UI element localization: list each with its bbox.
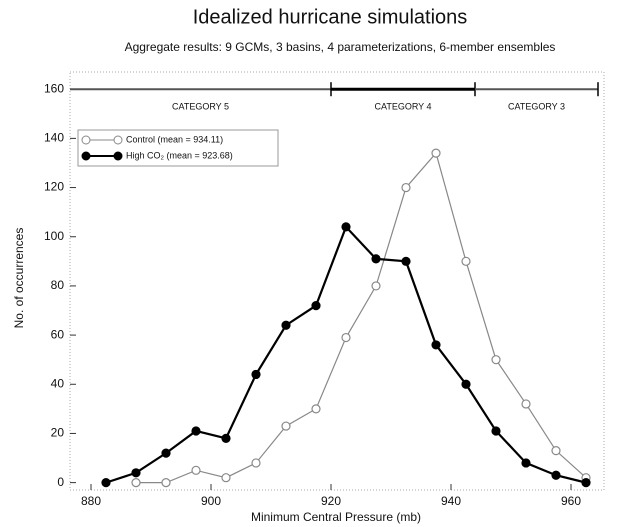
data-point bbox=[461, 379, 471, 389]
data-point bbox=[281, 320, 291, 330]
data-point bbox=[311, 300, 321, 311]
legend-label: High CO₂ (mean = 923.68) bbox=[126, 150, 233, 160]
data-point bbox=[341, 332, 351, 343]
data-point bbox=[281, 421, 291, 431]
x-tick-label: 920 bbox=[321, 494, 341, 508]
data-point bbox=[491, 355, 501, 365]
data-point bbox=[371, 254, 381, 264]
data-point bbox=[341, 222, 351, 232]
legend-label: Control (mean = 934.11) bbox=[126, 134, 223, 144]
series-line bbox=[105, 224, 587, 484]
data-point bbox=[551, 470, 561, 480]
plot-frame bbox=[69, 71, 605, 491]
data-point bbox=[581, 478, 591, 488]
data-point bbox=[521, 458, 531, 468]
chart-subtitle: Aggregate results: 9 GCMs, 3 basins, 4 p… bbox=[125, 40, 556, 54]
data-point bbox=[521, 399, 531, 409]
data-point bbox=[311, 404, 321, 414]
data-point bbox=[221, 473, 231, 483]
data-point bbox=[491, 426, 501, 436]
data-point bbox=[131, 478, 141, 488]
data-point bbox=[221, 433, 231, 443]
series-line bbox=[136, 151, 587, 484]
data-point bbox=[161, 478, 171, 488]
x-tick-label: 880 bbox=[81, 494, 101, 508]
y-tick-label: 80 bbox=[51, 278, 65, 292]
data-point bbox=[131, 468, 141, 478]
data-point bbox=[371, 281, 381, 291]
category-label: CATEGORY 3 bbox=[508, 102, 565, 112]
data-point bbox=[431, 340, 441, 350]
y-tick-label: 120 bbox=[44, 180, 64, 194]
y-tick-label: 160 bbox=[44, 81, 64, 95]
data-point bbox=[401, 182, 411, 193]
legend-marker bbox=[113, 151, 123, 161]
x-axis-label: Minimum Central Pressure (mb) bbox=[251, 510, 421, 524]
chart-title: Idealized hurricane simulations bbox=[193, 6, 468, 28]
data-point bbox=[431, 148, 441, 158]
data-point bbox=[251, 458, 261, 468]
x-tick-label: 940 bbox=[441, 494, 461, 508]
y-tick-label: 40 bbox=[51, 376, 65, 390]
category-label: CATEGORY 4 bbox=[374, 102, 431, 112]
y-tick-label: 100 bbox=[44, 229, 64, 243]
x-tick-label: 960 bbox=[561, 494, 581, 508]
data-point bbox=[251, 369, 261, 380]
y-tick-label: 0 bbox=[57, 475, 64, 489]
legend-marker bbox=[81, 151, 91, 161]
y-tick-label: 20 bbox=[51, 426, 65, 440]
y-axis-label: No. of occurrences bbox=[12, 228, 26, 329]
data-point bbox=[401, 256, 411, 266]
data-point bbox=[461, 256, 471, 266]
x-tick-label: 900 bbox=[201, 494, 221, 508]
legend-marker bbox=[113, 135, 123, 145]
data-point bbox=[191, 426, 201, 436]
y-tick-label: 60 bbox=[51, 327, 65, 341]
y-tick-label: 140 bbox=[44, 131, 64, 145]
data-point bbox=[551, 446, 561, 456]
legend-marker bbox=[81, 135, 91, 145]
data-point bbox=[101, 478, 111, 488]
data-point bbox=[161, 448, 171, 458]
category-label: CATEGORY 5 bbox=[172, 102, 229, 112]
data-point bbox=[191, 465, 201, 475]
legend-box bbox=[77, 129, 279, 167]
